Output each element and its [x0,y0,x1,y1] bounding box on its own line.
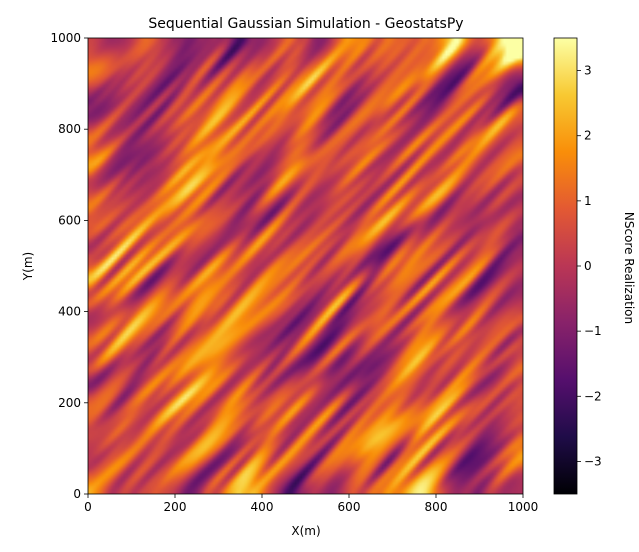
x-tick-label: 200 [164,500,187,514]
y-tick-label: 200 [58,396,81,410]
colorbar-tick-label: −2 [584,389,602,403]
colorbar [553,37,578,495]
plot-frame [87,37,524,495]
colorbar-tick-label: −1 [584,324,602,338]
colorbar-axis: −3 −2 −1 0 1 2 3 [577,64,602,468]
y-tick-label: 1000 [50,31,81,45]
x-axis: 0 200 400 600 800 1000 [84,494,538,514]
x-axis-label: X(m) [291,524,320,538]
y-tick-label: 800 [58,122,81,136]
x-tick-label: 0 [84,500,92,514]
heatmap-field [88,38,523,494]
y-tick-label: 600 [58,213,81,227]
colorbar-tick-label: 2 [584,129,592,143]
x-tick-label: 800 [425,500,448,514]
x-tick-label: 600 [338,500,361,514]
y-tick-label: 400 [58,305,81,319]
y-axis-label: Y(m) [21,252,35,281]
colorbar-tick-label: 1 [584,194,592,208]
chart-title: Sequential Gaussian Simulation - Geostat… [148,16,463,32]
colorbar-tick-label: −3 [584,454,602,468]
colorbar-tick-label: 0 [584,259,592,273]
x-tick-label: 400 [251,500,274,514]
y-axis: 0 200 400 600 800 1000 [50,31,88,501]
colorbar-tick-label: 3 [584,64,592,78]
x-tick-label: 1000 [508,500,539,514]
y-tick-label: 0 [73,487,81,501]
colorbar-label: NScore Realization [622,212,636,324]
